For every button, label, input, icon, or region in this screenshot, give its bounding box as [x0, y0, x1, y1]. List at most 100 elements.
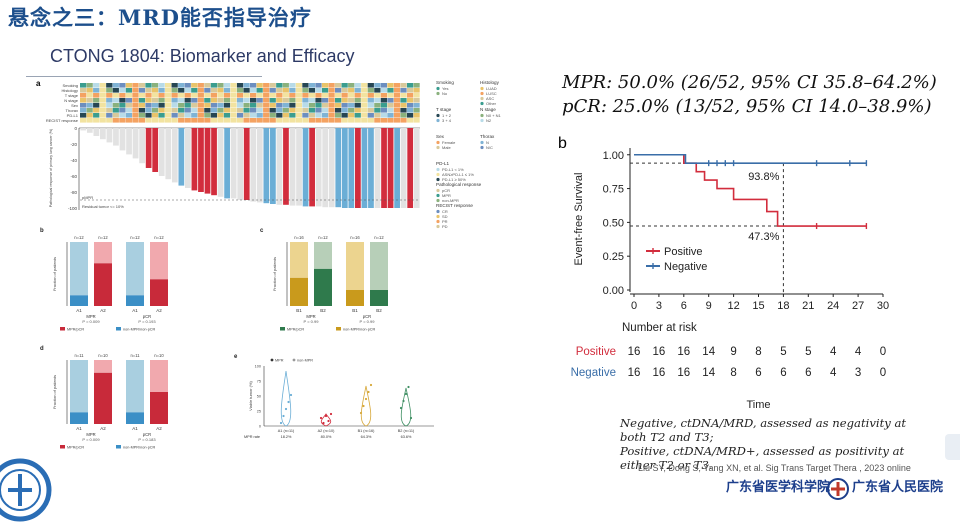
heatmap-cell [263, 103, 270, 108]
heatmap-cell [223, 103, 231, 108]
heatmap-cell [99, 103, 106, 108]
heatmap-cell [250, 113, 257, 118]
heatmap-cell [354, 113, 361, 118]
heatmap-cell [315, 103, 322, 108]
stacked-bar-segment-mpr [94, 263, 112, 306]
waterfall-bar [86, 128, 93, 133]
legend-swatch [436, 188, 440, 193]
km-x-tick-label: 30 [877, 300, 889, 312]
legend-item: PD-L1 < 1% [442, 167, 464, 172]
heatmap-cell [236, 88, 244, 93]
heatmap-cell [250, 103, 257, 108]
waterfall-bar [387, 128, 394, 208]
heatmap-cell [387, 93, 394, 98]
bar-count-label: n=16 [350, 235, 360, 240]
heatmap-cell [263, 88, 270, 93]
heatmap-cell [165, 83, 172, 88]
waterfall-bar [178, 128, 185, 186]
heatmap-cell [400, 83, 407, 88]
heatmap-cell [132, 113, 139, 118]
legend-item: Other [486, 101, 497, 106]
p-value-label: P = 0.193 [138, 319, 156, 324]
waterfall-y-label: Pathological response of primary lung ca… [49, 129, 53, 208]
heatmap-cell [184, 108, 191, 113]
legend-item: 3 + 4 [442, 118, 452, 123]
violin-point [404, 392, 408, 396]
heatmap-cell [400, 118, 407, 123]
heatmap-cell [145, 113, 152, 118]
heatmap-cell [119, 103, 126, 108]
heatmap-cell [406, 113, 414, 118]
legend-swatch [436, 198, 440, 203]
heatmap-cell [282, 103, 289, 108]
heatmap-cell [132, 108, 139, 113]
heatmap-cell [348, 93, 355, 98]
heatmap-cell [86, 93, 93, 98]
heatmap-cell [191, 103, 198, 108]
heatmap-cell [406, 118, 414, 123]
heatmap-cell [197, 83, 204, 88]
heatmap-cell [302, 113, 309, 118]
heatmap-cell [308, 98, 316, 103]
scroll-edge-tab[interactable] [945, 434, 960, 460]
bar-category-label: B1 [296, 308, 302, 313]
small-legend-swatch [116, 445, 121, 449]
heatmap-cell [197, 93, 204, 98]
heatmap-cell [263, 93, 270, 98]
bar-count-label: n=10 [154, 353, 164, 358]
legend-item: PD-L1 ≥ 50% [442, 177, 466, 182]
p-value-label: P = 0.009 [82, 319, 100, 324]
heatmap-cell [138, 98, 146, 103]
waterfall-bar [80, 128, 87, 131]
heatmap-row-label: Histology [62, 88, 78, 93]
heatmap-cell [308, 108, 316, 113]
risk-cell: 16 [653, 367, 666, 379]
waterfall-bar [119, 128, 126, 151]
waterfall-bar [407, 128, 414, 208]
heatmap-cell [374, 113, 381, 118]
risk-cell: 14 [702, 367, 715, 379]
heatmap-cell [302, 98, 309, 103]
stacked-bar-segment-non-mpr [94, 360, 112, 373]
heatmap-cell [210, 83, 218, 88]
heatmap-cell [263, 108, 270, 113]
heatmap-cell [99, 118, 106, 123]
slide-title: 悬念之三：MRD能否指导治疗 [8, 5, 312, 30]
heatmap-cell [348, 113, 355, 118]
bar-count-label: n=12 [98, 235, 108, 240]
heatmap-cell [217, 98, 224, 103]
heatmap-cell [243, 98, 250, 103]
waterfall-bar [374, 128, 381, 208]
legend-group-title: Smoking [436, 80, 454, 85]
mpr-stat: MPR: 50.0% (26/52, 95% CI 35.8–64.2%) [562, 72, 937, 93]
heatmap-cell [380, 93, 388, 98]
heatmap-cell [276, 108, 283, 113]
heatmap-cell [250, 108, 257, 113]
heatmap-cell [380, 83, 388, 88]
bar-category-label: A2 [100, 308, 106, 313]
heatmap-cell [171, 88, 178, 93]
heatmap-cell [217, 88, 224, 93]
heatmap-cell [315, 113, 322, 118]
waterfall-bar [126, 128, 132, 155]
figure-subtitle: CTONG 1804: Biomarker and Efficacy [50, 46, 355, 66]
heatmap-cell [387, 108, 394, 113]
risk-cell: 16 [677, 367, 690, 379]
violin-point [319, 416, 323, 420]
violin-point [284, 407, 288, 411]
risk-table-title: Number at risk [622, 322, 697, 334]
km-series-line-negative [634, 153, 867, 164]
heatmap-cell [341, 93, 348, 98]
stacked-bar-segment-non-mpr [346, 242, 364, 290]
heatmap-cell [230, 83, 237, 88]
heatmap-cell [158, 98, 165, 103]
heatmap-cell [125, 108, 133, 113]
heatmap-cell [132, 83, 139, 88]
km-x-tick-label: 3 [656, 300, 662, 312]
legend-group-title: PD-L1 [436, 161, 449, 166]
heatmap-cell [86, 118, 93, 123]
heatmap-cell [184, 88, 191, 93]
group-label: pCR [363, 314, 371, 319]
